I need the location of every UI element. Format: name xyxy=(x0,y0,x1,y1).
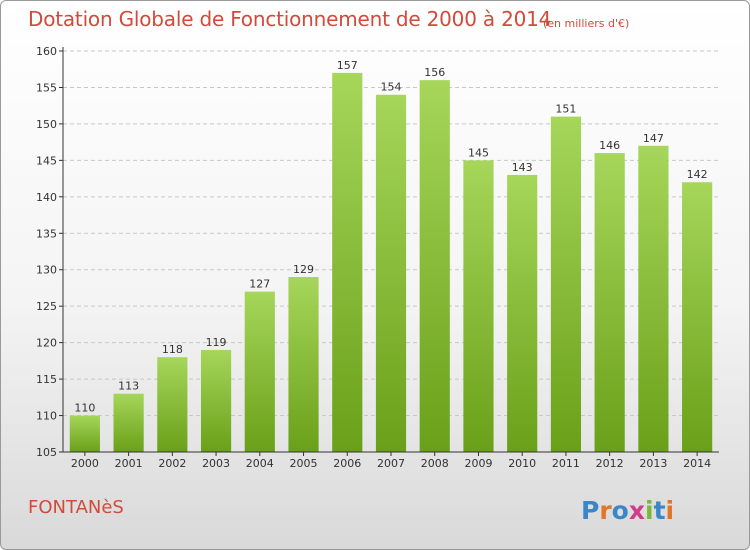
bar-2014 xyxy=(682,182,713,452)
bar-2009 xyxy=(463,160,494,452)
bar-value-label: 145 xyxy=(468,146,489,159)
x-tick-label: 2000 xyxy=(71,457,99,470)
y-tick-label: 140 xyxy=(36,191,57,204)
bar-2013 xyxy=(638,145,669,453)
x-tick-label: 2006 xyxy=(333,457,361,470)
x-tick-label: 2005 xyxy=(290,457,318,470)
bar-value-label: 118 xyxy=(162,343,183,356)
x-tick-label: 2012 xyxy=(596,457,624,470)
commune-name: FONTANèS xyxy=(28,497,124,518)
y-tick-label: 150 xyxy=(36,118,57,131)
bar-value-label: 156 xyxy=(424,66,445,79)
axes: 105 110 115 120 125 130 135 140 145 150 155 160 2000… xyxy=(36,45,719,470)
bar-value-label: 146 xyxy=(599,139,620,152)
x-tick-label: 2009 xyxy=(464,457,492,470)
bar-value-label: 127 xyxy=(249,278,270,291)
bar-value-label: 110 xyxy=(74,402,95,415)
unit-label: (en milliers d'€) xyxy=(543,17,630,30)
proxiti-logo-mark: Proxiti xyxy=(581,496,674,525)
bar-2006 xyxy=(332,72,363,452)
x-tick-label: 2003 xyxy=(202,457,230,470)
x-tick-label: 2014 xyxy=(683,457,711,470)
y-tick-label: 155 xyxy=(36,81,57,94)
chart-title: Dotation Globale de Fonctionnement de 20… xyxy=(28,7,552,31)
bar-2012 xyxy=(594,153,625,452)
bars: 110 113 118 119 127 129 157 154 156 145 143 151 146 1… xyxy=(69,59,713,453)
x-tick-label: 2007 xyxy=(377,457,405,470)
bar-value-label: 113 xyxy=(118,380,139,393)
x-tick-label: 2011 xyxy=(552,457,580,470)
x-tick-label: 2008 xyxy=(421,457,449,470)
y-tick-label: 125 xyxy=(36,300,57,313)
y-tick-label: 130 xyxy=(36,264,57,277)
bar-value-label: 143 xyxy=(512,161,533,174)
x-tick-label: 2013 xyxy=(639,457,667,470)
x-tick-label: 2002 xyxy=(158,457,186,470)
bar-2010 xyxy=(507,174,538,453)
bar-2005 xyxy=(288,277,319,452)
bar-value-label: 154 xyxy=(381,81,402,94)
proxiti-logo[interactable]: Proxiti xyxy=(581,489,691,529)
bar-value-label: 142 xyxy=(687,168,708,181)
bar-2000 xyxy=(69,415,100,452)
x-tick-label: 2004 xyxy=(246,457,274,470)
bar-value-label: 119 xyxy=(206,336,227,349)
y-tick-label: 145 xyxy=(36,154,57,167)
y-tick-label: 135 xyxy=(36,227,57,240)
x-tick-label: 2001 xyxy=(115,457,143,470)
bar-value-label: 157 xyxy=(337,59,358,72)
bar-2003 xyxy=(200,349,232,452)
bar-2008 xyxy=(419,80,450,452)
svg-text:Proxiti: Proxiti xyxy=(581,496,674,525)
bar-value-label: 129 xyxy=(293,263,314,276)
y-tick-label: 105 xyxy=(36,446,57,459)
y-tick-label: 120 xyxy=(36,337,57,350)
x-tick-label: 2010 xyxy=(508,457,536,470)
bar-2001 xyxy=(113,393,144,452)
bar-2011 xyxy=(550,116,582,453)
y-tick-label: 160 xyxy=(36,45,57,58)
y-tick-label: 110 xyxy=(36,410,57,423)
bar-2004 xyxy=(244,291,275,452)
bar-value-label: 151 xyxy=(555,103,576,116)
y-tick-label: 115 xyxy=(36,373,57,386)
bar-value-label: 147 xyxy=(643,132,664,145)
bar-2002 xyxy=(157,357,188,452)
bar-2007 xyxy=(375,94,407,452)
